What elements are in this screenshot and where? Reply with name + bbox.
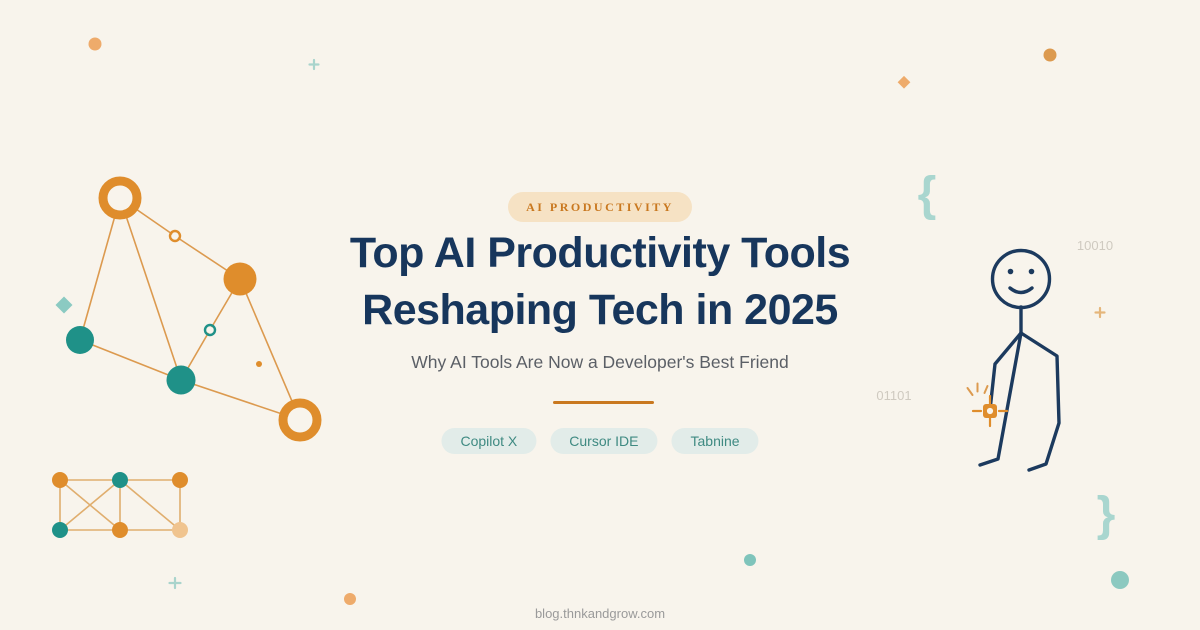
svg-text:{: {	[918, 168, 937, 221]
svg-text:}: }	[1097, 488, 1116, 541]
svg-text:10010: 10010	[1077, 238, 1113, 253]
svg-text:01101: 01101	[876, 388, 911, 403]
